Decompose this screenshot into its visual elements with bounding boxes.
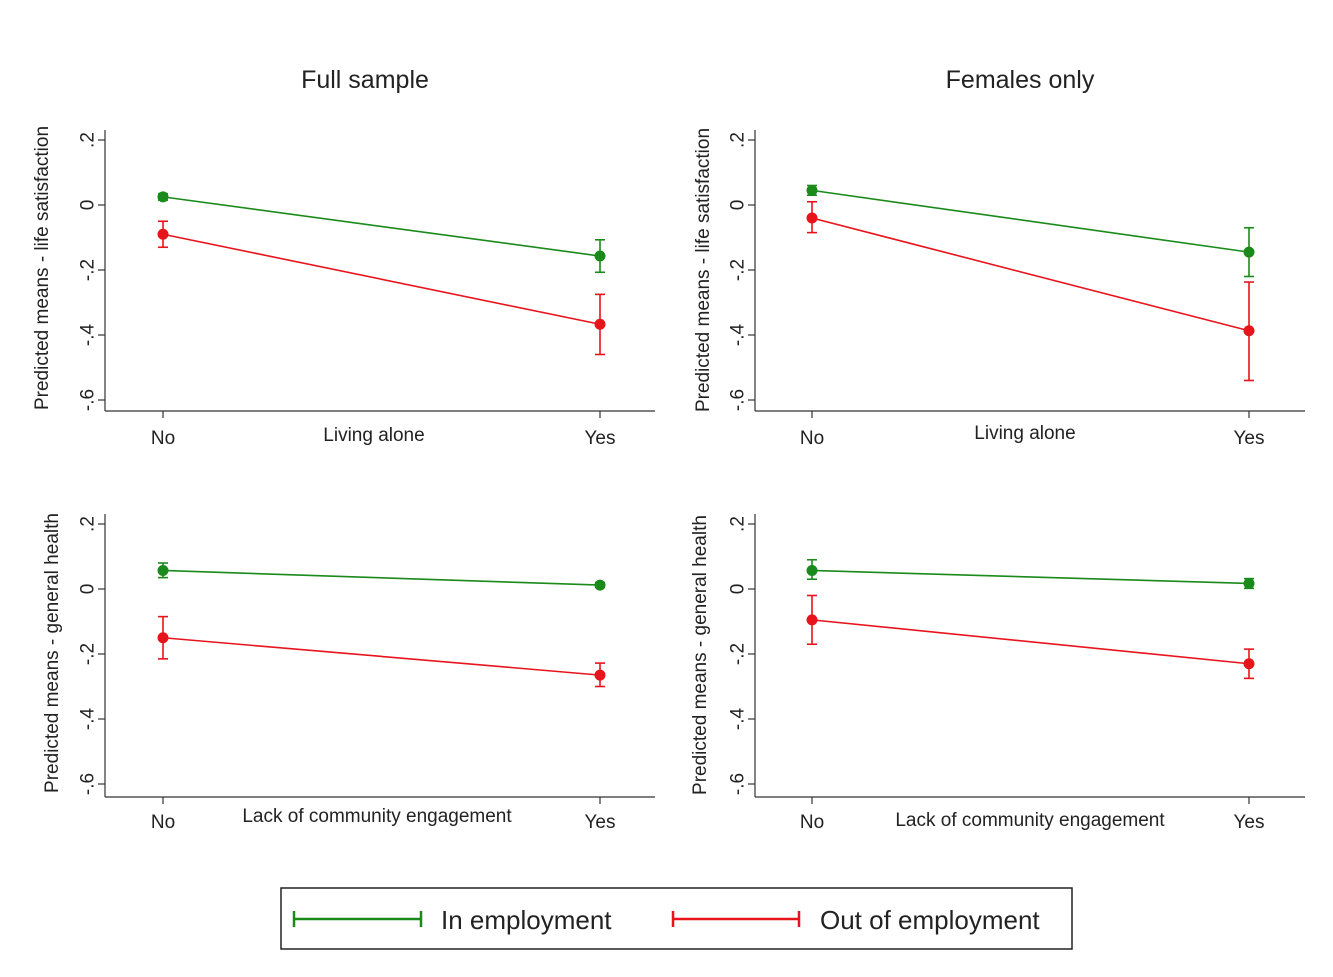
x-tick-label: Yes [585, 812, 616, 833]
series-line [811, 619, 1250, 665]
y-tick-label: 0 [728, 200, 749, 211]
y-tick-label: -.4 [728, 707, 749, 730]
x-tick-label: Yes [1234, 812, 1265, 833]
y-tick-label: -.6 [78, 773, 99, 795]
y-axis-label: Predicted means - life satisfaction [693, 128, 714, 412]
data-point [157, 632, 169, 644]
y-tick-label: .2 [728, 132, 749, 148]
series-in-employment [806, 558, 1255, 590]
y-tick-label: 0 [78, 584, 99, 595]
data-point [157, 191, 169, 203]
legend-label-out-of-employment: Out of employment [820, 905, 1040, 935]
x-tick-label: No [151, 428, 175, 449]
series-in-employment [806, 184, 1255, 278]
data-point [157, 228, 169, 240]
x-axis-label: Living alone [974, 423, 1075, 444]
y-tick-label: -.2 [78, 259, 99, 281]
y-tick-label: -.6 [78, 389, 99, 411]
data-point [1243, 577, 1255, 589]
x-axis-label: Lack of community engagement [242, 806, 512, 827]
x-tick-label: Yes [585, 428, 616, 449]
data-point [806, 212, 818, 224]
data-point [806, 184, 818, 196]
series-out-of-employment [157, 220, 606, 356]
y-tick-label: -.4 [728, 323, 749, 346]
y-tick-label: -.6 [728, 773, 749, 795]
y-tick-label: 0 [728, 584, 749, 595]
y-tick-label: -.6 [728, 389, 749, 411]
y-tick-label: .2 [728, 516, 749, 532]
y-tick-label: -.2 [728, 259, 749, 281]
legend-item-out-of-employment: Out of employment [671, 905, 1040, 935]
series-out-of-employment [806, 594, 1255, 680]
series-out-of-employment [806, 200, 1255, 382]
series-line [162, 636, 601, 676]
panel-title: Full sample [301, 66, 429, 94]
data-point [806, 614, 818, 626]
y-tick-label: -.2 [728, 643, 749, 665]
x-axis-label: Living alone [323, 425, 424, 446]
y-axis-label: Predicted means - general health [690, 515, 711, 795]
chart-panel-1: Full sample .2 0 -.2 -.4 -.6 No Yes Predicted me… [32, 66, 655, 449]
x-tick-label: No [800, 812, 824, 833]
data-point [594, 579, 606, 591]
series-in-employment [157, 191, 606, 274]
y-axis-label: Predicted means - general health [42, 513, 63, 793]
series-line [162, 569, 601, 586]
data-point [594, 250, 606, 262]
x-tick-label: Yes [1234, 428, 1265, 449]
series-line [162, 233, 601, 326]
x-tick-label: No [151, 812, 175, 833]
panel-title: Females only [946, 66, 1095, 94]
chart-panel-4: .2 0 -.2 -.4 -.6 No Yes Predicted means - gener… [690, 514, 1305, 833]
legend-item-in-employment: In employment [292, 905, 612, 935]
data-point [1243, 246, 1255, 258]
data-point [594, 669, 606, 681]
y-tick-label: .2 [78, 132, 99, 148]
series-line [811, 217, 1250, 332]
series-out-of-employment [157, 615, 606, 688]
series-line [162, 196, 601, 257]
chart-panel-2: Females only .2 0 -.2 -.4 -.6 No Yes Predicted m… [693, 66, 1305, 449]
y-tick-label: 0 [78, 200, 99, 211]
x-axis-label: Lack of community engagement [895, 810, 1165, 831]
y-tick-label: -.4 [78, 707, 99, 730]
y-tick-label: .2 [78, 516, 99, 532]
chart-panels: Full sample .2 0 -.2 -.4 -.6 No Yes Predicted me… [32, 66, 1305, 833]
chart-panel-3: .2 0 -.2 -.4 -.6 No Yes Predicted means - gener… [42, 513, 655, 833]
y-axis-label: Predicted means - life satisfaction [32, 126, 53, 410]
series-line [811, 569, 1250, 585]
data-point [1243, 325, 1255, 337]
x-tick-label: No [800, 428, 824, 449]
series-line [811, 189, 1250, 253]
legend-label-in-employment: In employment [441, 905, 612, 935]
data-point [806, 564, 818, 576]
series-in-employment [157, 562, 606, 591]
data-point [1243, 658, 1255, 670]
y-tick-label: -.2 [78, 643, 99, 665]
y-tick-label: -.4 [78, 323, 99, 346]
data-point [157, 564, 169, 576]
legend: In employment Out of employment [280, 887, 1073, 950]
data-point [594, 318, 606, 330]
